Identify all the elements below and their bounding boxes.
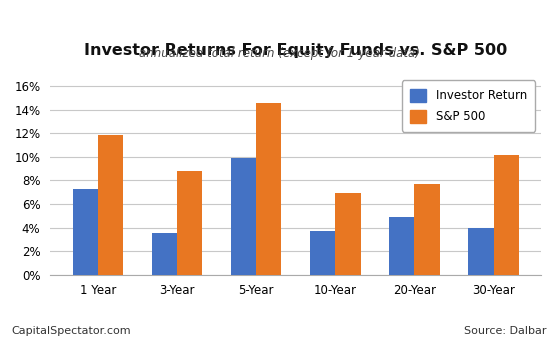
Text: annualized total return (except for 1-year data): annualized total return (except for 1-ye… [138,47,420,60]
Bar [468,227,494,275]
Bar [98,135,123,275]
Bar [389,217,415,275]
Bar [415,184,440,275]
Bar [335,194,360,275]
Legend: Investor Return, S&P 500: Investor Return, S&P 500 [402,80,535,132]
Bar [494,155,519,275]
Title: Investor Returns For Equity Funds vs. S&P 500: Investor Returns For Equity Funds vs. S&… [84,43,507,58]
Text: CapitalSpectator.com: CapitalSpectator.com [11,326,131,336]
Bar [256,103,281,275]
Bar [73,189,98,275]
Bar [177,171,203,275]
Bar [310,231,335,275]
Bar [152,234,177,275]
Text: Source: Dalbar: Source: Dalbar [464,326,547,336]
Bar [231,158,256,275]
